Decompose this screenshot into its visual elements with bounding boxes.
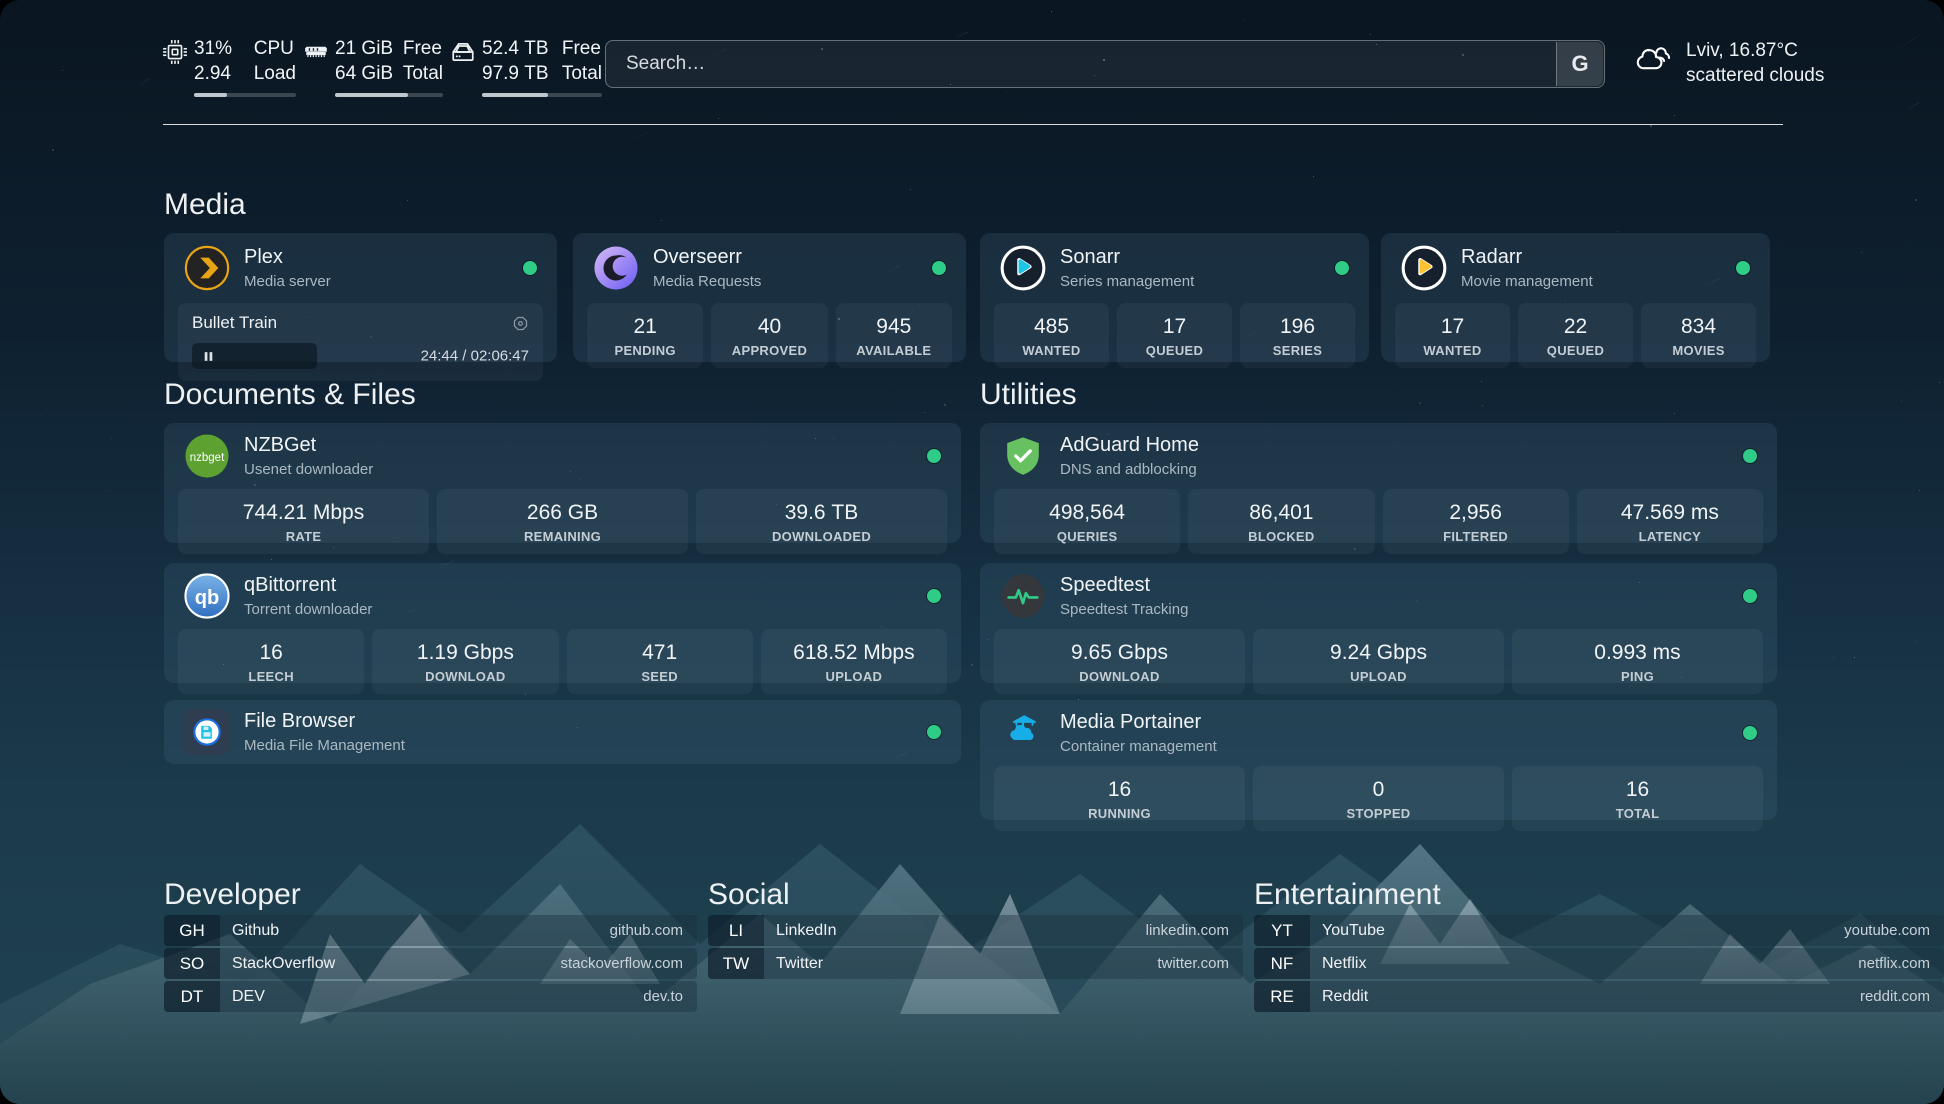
- svg-text:qb: qb: [195, 587, 220, 609]
- svg-text:nzbget: nzbget: [190, 452, 225, 464]
